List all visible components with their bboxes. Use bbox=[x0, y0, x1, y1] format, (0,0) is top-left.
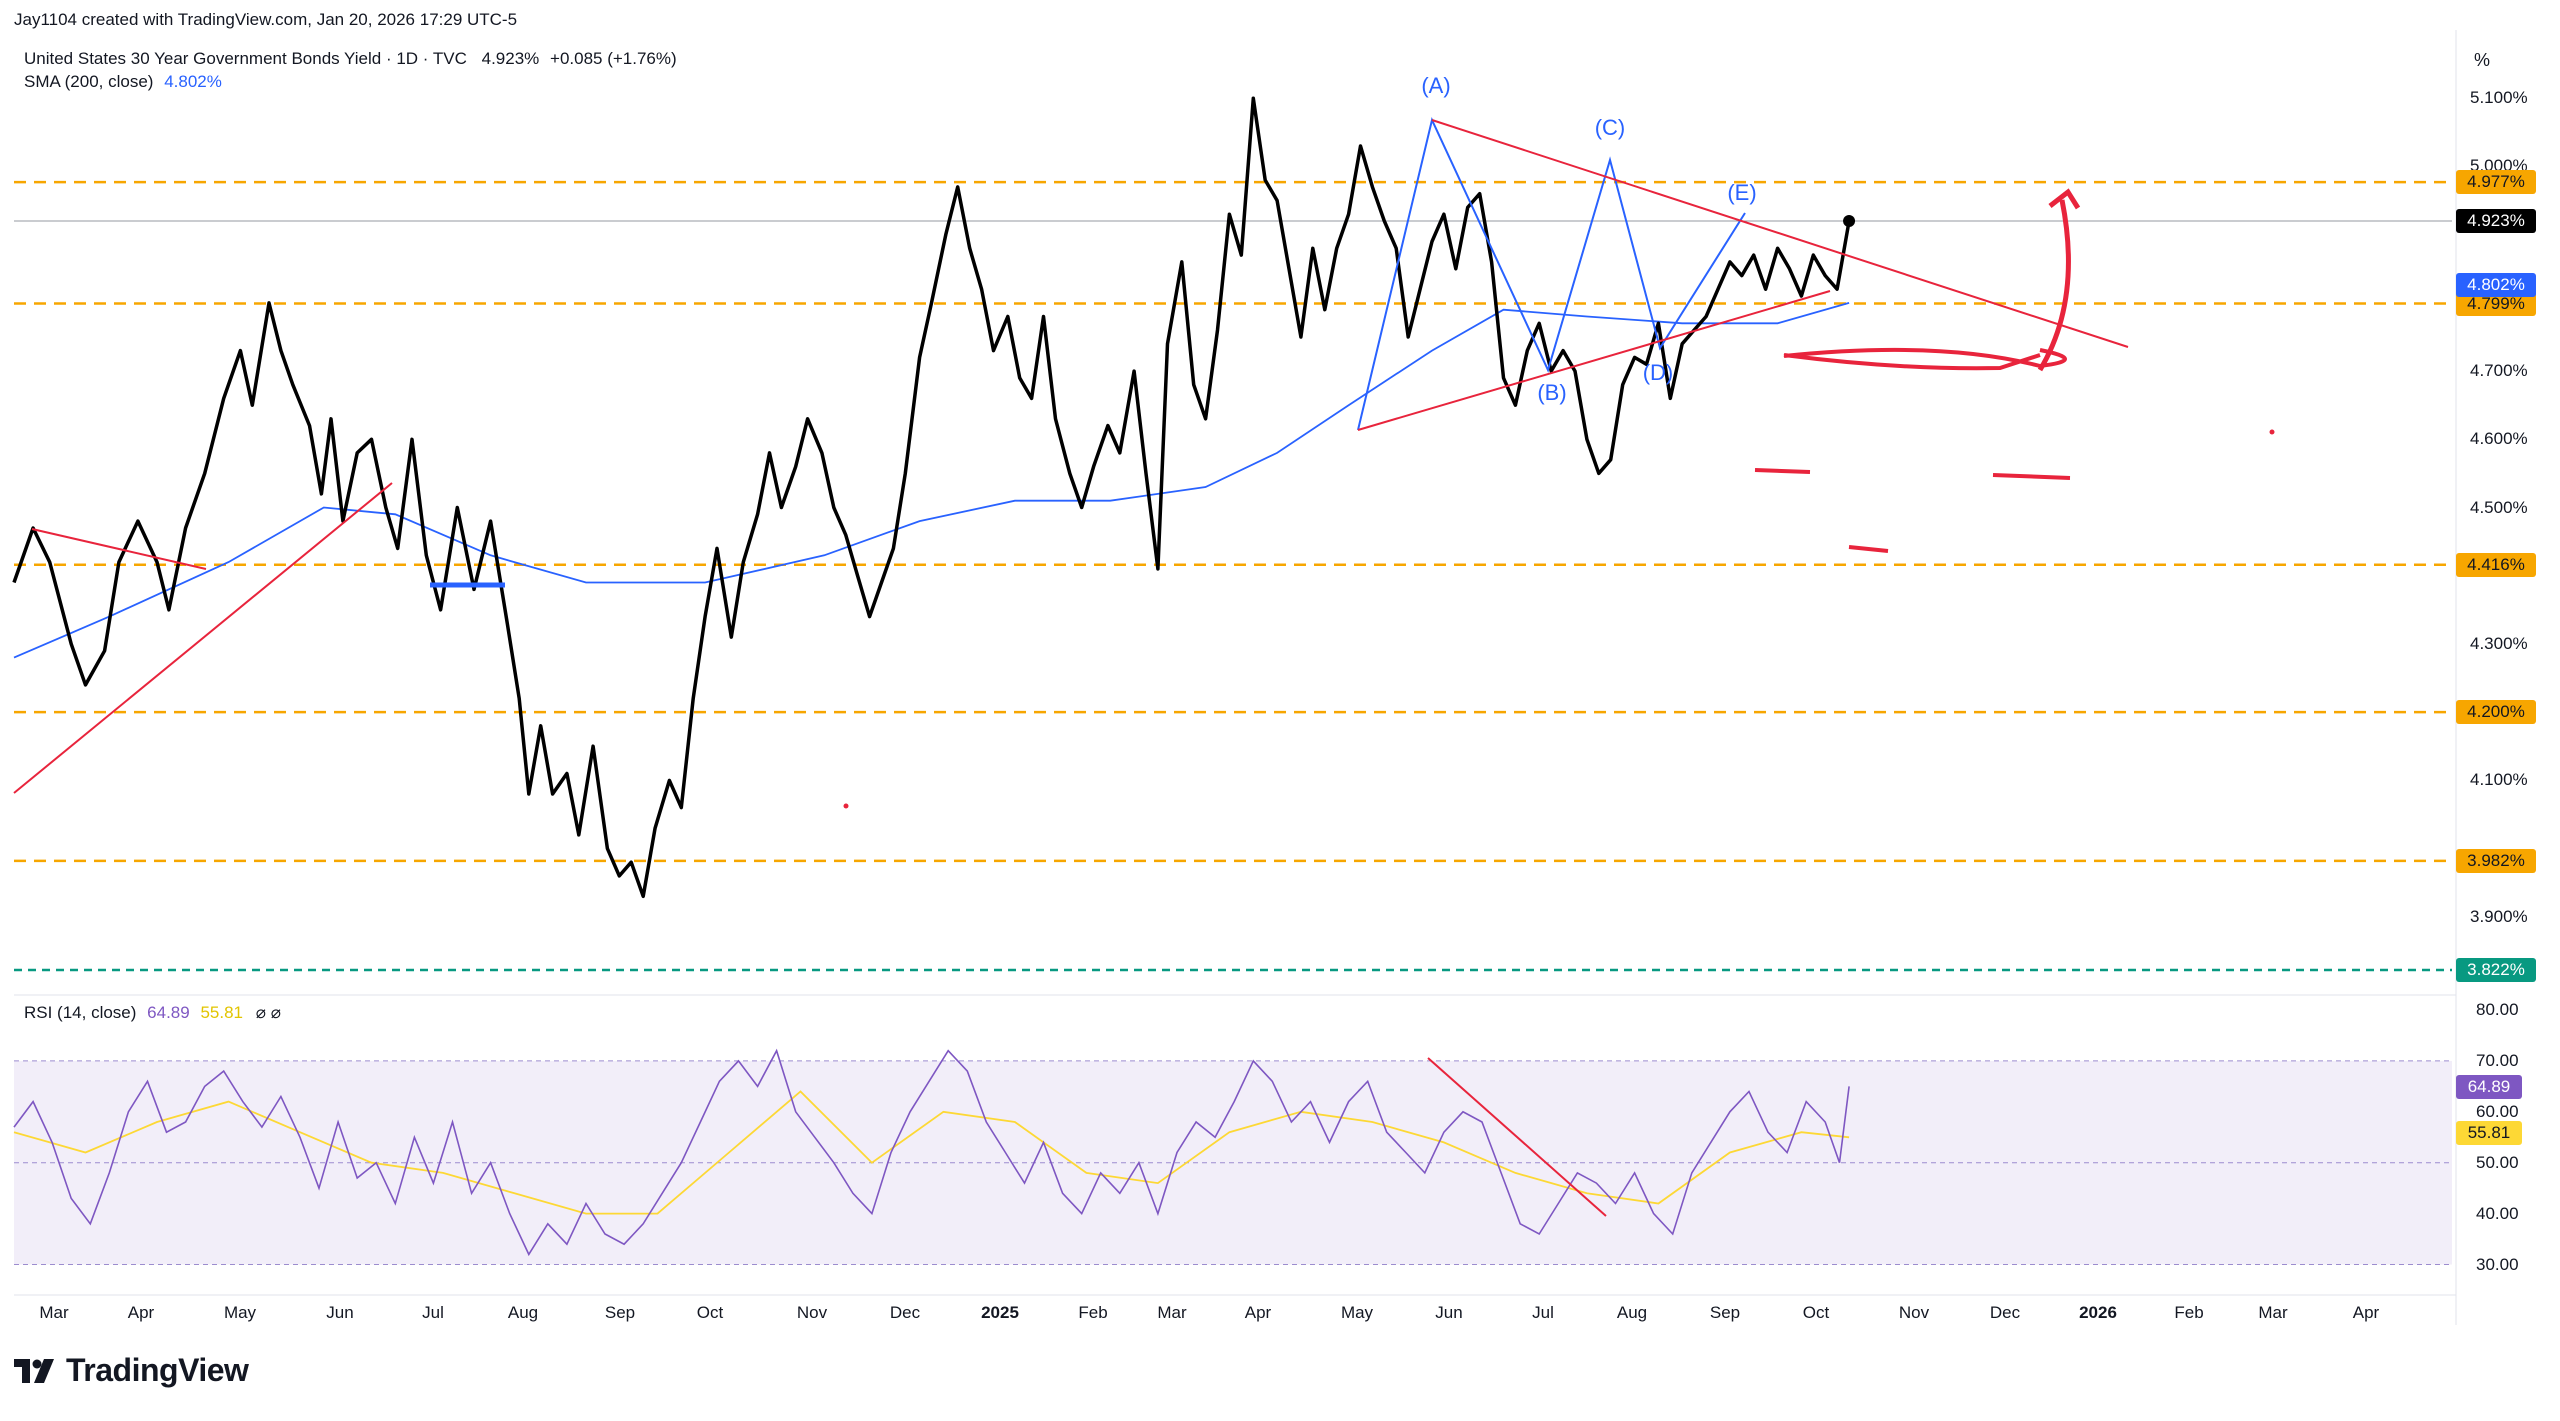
time-axis-tick: Apr bbox=[1244, 1303, 1272, 1322]
last-price: 4.923% bbox=[481, 49, 540, 68]
breakout-arrow-shaft bbox=[2037, 199, 2071, 372]
rsi-ma-value-tag[interactable]: 55.81 bbox=[2456, 1121, 2522, 1146]
time-axis-tick: Feb bbox=[1078, 1303, 1108, 1322]
wave-label: (C) bbox=[1595, 115, 1626, 140]
visibility-icons[interactable]: ⌀ ⌀ bbox=[255, 1003, 281, 1022]
time-axis-tick: Jun bbox=[1435, 1303, 1463, 1322]
rsi-value-tag[interactable]: 64.89 bbox=[2456, 1074, 2522, 1099]
time-axis-tick: Jul bbox=[422, 1303, 444, 1322]
creator-caption: Jay1104 created with TradingView.com, Ja… bbox=[14, 10, 518, 29]
price-line bbox=[12, 96, 1851, 899]
red-dash-right bbox=[1992, 473, 2071, 480]
wave-label: (D) bbox=[1643, 360, 1674, 385]
breakout-arrow-head bbox=[2048, 188, 2081, 210]
rsi-axis-tick: 80.00 bbox=[2476, 1000, 2519, 1019]
rsi-line bbox=[13, 1048, 1850, 1257]
time-axis-tick: 2026 bbox=[2079, 1303, 2117, 1322]
time-axis-tick: Jun bbox=[326, 1303, 354, 1322]
time-axis-tick: Nov bbox=[796, 1303, 828, 1322]
elliott-wave-abcde bbox=[1357, 116, 1746, 431]
sma-price-tag[interactable]: 4.802% bbox=[2456, 273, 2536, 298]
rsi-value: 64.89 bbox=[147, 1003, 190, 1022]
rounded-bottom-arc-2 bbox=[1783, 353, 2041, 371]
level-price-tag[interactable]: 4.977% bbox=[2456, 170, 2536, 195]
rsi-ma-value: 55.81 bbox=[200, 1003, 243, 1022]
time-axis-tick: May bbox=[223, 1303, 257, 1322]
price-axis-tick: 3.900% bbox=[2470, 906, 2528, 926]
rsi-axis-tick: 40.00 bbox=[2476, 1203, 2519, 1223]
time-axis-tick: Mar bbox=[1157, 1303, 1187, 1322]
rsi-legend[interactable]: RSI (14, close) 64.89 55.81 ⌀ ⌀ bbox=[24, 1003, 281, 1023]
time-axis-tick: Nov bbox=[1898, 1303, 1930, 1322]
rsi-axis-tick: 70.00 bbox=[2476, 1050, 2519, 1070]
time-axis-tick: Dec bbox=[1989, 1303, 2021, 1322]
price-axis-tick: 5.100% bbox=[2470, 88, 2528, 108]
last-price-dot bbox=[1843, 215, 1856, 227]
time-axis-tick: Jul bbox=[1532, 1303, 1554, 1322]
time-axis-tick: Oct bbox=[696, 1303, 724, 1322]
time-axis-tick: Oct bbox=[1802, 1303, 1830, 1322]
triangle-lower-line bbox=[1357, 290, 1831, 431]
level-price-tag[interactable]: 4.416% bbox=[2456, 552, 2536, 577]
level-price-tag[interactable]: 3.982% bbox=[2456, 848, 2536, 873]
rsi-axis-tick: 30.00 bbox=[2476, 1254, 2519, 1274]
time-axis-tick: Sep bbox=[604, 1303, 636, 1322]
sma-value: 4.802% bbox=[164, 72, 222, 91]
time-axis-tick: Sep bbox=[1709, 1303, 1741, 1322]
symbol-legend[interactable]: United States 30 Year Government Bonds Y… bbox=[24, 49, 677, 69]
price-axis-tick: 4.600% bbox=[2470, 429, 2528, 449]
time-axis-tick: Apr bbox=[127, 1303, 155, 1322]
time-axis-tick: May bbox=[1340, 1303, 1374, 1322]
red-dash-bottom bbox=[1848, 545, 1889, 553]
tradingview-logo-icon bbox=[14, 1358, 54, 1383]
time-axis-tick: Feb bbox=[2174, 1303, 2204, 1322]
rsi-ma-line bbox=[13, 1090, 1850, 1215]
time-axis-tick: Mar bbox=[39, 1303, 69, 1322]
price-axis-tick: 4.700% bbox=[2470, 361, 2528, 381]
percent-scale-button[interactable]: % bbox=[2474, 50, 2491, 70]
tradingview-logo[interactable]: TradingView bbox=[14, 1352, 249, 1389]
sma-label: SMA (200, close) bbox=[24, 72, 154, 91]
trendline-red-2 bbox=[31, 528, 207, 570]
time-axis-tick: Apr bbox=[2352, 1303, 2380, 1322]
red-dot-1 bbox=[843, 803, 849, 809]
time-axis-tick: Dec bbox=[889, 1303, 921, 1322]
trendline-red-1 bbox=[13, 482, 393, 794]
sma-legend[interactable]: SMA (200, close) 4.802% bbox=[24, 72, 222, 92]
price-axis-tick: 4.100% bbox=[2470, 770, 2528, 790]
rsi-axis-tick: 60.00 bbox=[2476, 1101, 2519, 1121]
wave-label: (A) bbox=[1421, 73, 1450, 98]
rounded-bottom-arc bbox=[1783, 347, 2067, 369]
time-axis-tick: Mar bbox=[2258, 1303, 2288, 1322]
red-dot-2 bbox=[2269, 429, 2275, 435]
green-level-price-tag[interactable]: 3.822% bbox=[2456, 957, 2536, 982]
rsi-axis-tick: 50.00 bbox=[2476, 1152, 2519, 1172]
wave-label: (E) bbox=[1727, 180, 1756, 205]
time-axis-tick: 2025 bbox=[981, 1303, 1019, 1322]
price-axis-tick: 4.300% bbox=[2470, 633, 2528, 653]
tradingview-logo-text: TradingView bbox=[66, 1352, 249, 1388]
rsi-label: RSI (14, close) bbox=[24, 1003, 137, 1022]
level-price-tag[interactable]: 4.200% bbox=[2456, 700, 2536, 725]
sma-200-line bbox=[13, 302, 1850, 659]
price-axis-tick: 4.500% bbox=[2470, 497, 2528, 517]
triangle-upper-line bbox=[1431, 119, 2129, 348]
symbol-title: United States 30 Year Government Bonds Y… bbox=[24, 49, 467, 68]
wave-label: (B) bbox=[1537, 380, 1566, 405]
rsi-trendline-red bbox=[1427, 1057, 1607, 1217]
last-price-tag[interactable]: 4.923% bbox=[2456, 209, 2536, 233]
red-dash-left bbox=[1754, 468, 1811, 474]
time-axis-tick: Aug bbox=[507, 1303, 539, 1322]
price-change: +0.085 (+1.76%) bbox=[550, 49, 677, 68]
time-axis-tick: Aug bbox=[1616, 1303, 1648, 1322]
